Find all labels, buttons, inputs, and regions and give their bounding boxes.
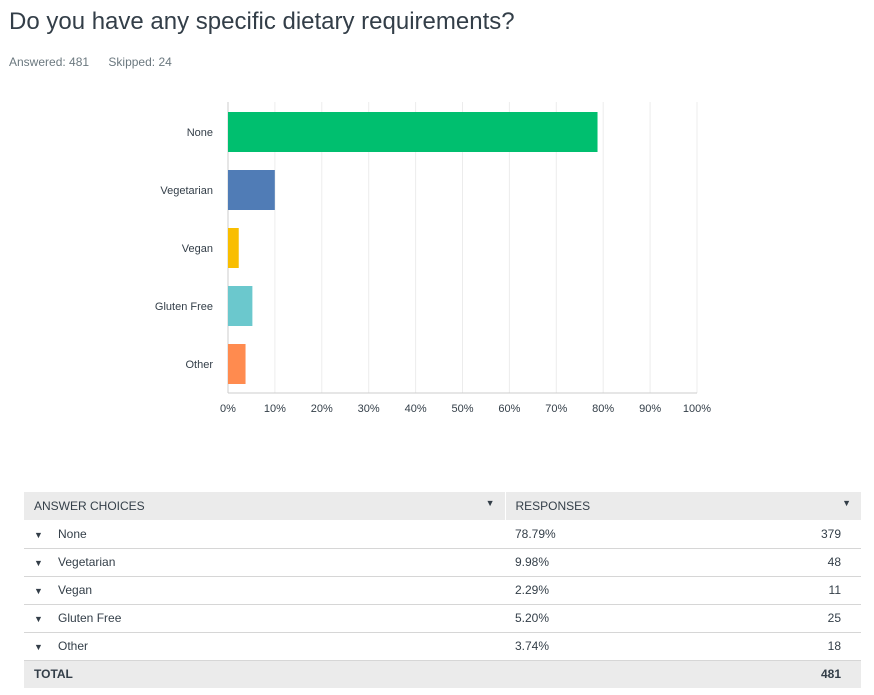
x-tick-label: 60% [498,403,520,415]
response-percent: 2.29% [515,583,550,597]
response-count: 48 [827,555,841,569]
answer-choices-header[interactable]: Answer Choices ▼ [24,492,505,520]
table-header-row: Answer Choices ▼ Responses ▼ [24,492,861,520]
answer-choices-header-label: Answer Choices [34,499,145,513]
answered-count: Answered: 481 [9,55,90,69]
response-count: 25 [827,611,841,625]
bar[interactable] [228,228,239,268]
bar[interactable] [228,286,253,326]
response-percent: 9.98% [515,555,550,569]
x-tick-label: 80% [592,403,614,415]
table-row: ▼ Vegan 2.29% 11 [24,576,861,604]
row-expand-caret-icon[interactable]: ▼ [34,529,43,540]
answer-choice-label: Gluten Free [58,611,122,625]
category-label: Other [185,359,213,371]
answer-choice-cell: ▼ Vegetarian [24,548,505,576]
category-label: Gluten Free [155,301,213,313]
answer-choice-label: None [58,526,87,541]
total-label: Total [34,667,73,682]
sort-caret-icon[interactable]: ▼ [485,498,495,508]
responses-table: Answer Choices ▼ Responses ▼ ▼ None 78.79%… [24,492,861,688]
x-tick-label: 100% [683,403,711,415]
category-label: None [187,127,213,139]
total-count: 481 [820,667,841,682]
bar-chart: None Vegetarian Vegan Gluten Free Other 0% 10%… [155,102,711,415]
responses-header[interactable]: Responses ▼ [504,492,861,520]
bar[interactable] [228,170,275,210]
answer-choice-label: Other [58,639,89,653]
response-count: 379 [820,526,841,541]
question-title: Do you have any specific dietary require… [9,8,515,35]
bar[interactable] [228,344,246,384]
total-row: Total 481 [24,660,861,688]
x-tick-label: 10% [264,403,286,415]
row-expand-caret-icon[interactable]: ▼ [34,586,43,596]
responses-header-label: Responses [515,499,591,513]
answer-choice-cell: ▼ None [24,520,505,548]
table-row: ▼ Vegetarian 9.98% 48 [24,548,861,576]
answer-choice-label: Vegetarian [58,555,116,569]
row-expand-caret-icon[interactable]: ▼ [34,642,43,652]
table-row: ▼ None 78.79% 379 [24,520,861,548]
answer-choice-cell: ▼ Gluten Free [24,604,505,632]
category-label: Vegetarian [160,185,213,197]
table-row: ▼ Other 3.74% 18 [24,632,861,660]
answer-choice-label: Vegan [58,583,93,597]
x-tick-label: 20% [311,403,333,415]
x-tick-label: 50% [451,403,473,415]
skipped-count: Skipped: 24 [108,55,172,69]
response-percent: 78.79% [515,526,556,541]
row-expand-caret-icon[interactable]: ▼ [34,558,43,568]
x-tick-label: 90% [639,403,661,415]
x-tick-label: 70% [545,403,567,415]
response-percent: 5.20% [515,611,550,625]
row-expand-caret-icon[interactable]: ▼ [34,614,43,624]
bar[interactable] [228,112,598,152]
x-tick-label: 0% [220,403,236,415]
x-tick-label: 40% [405,403,427,415]
category-label: Vegan [182,243,213,255]
sort-caret-icon[interactable]: ▼ [842,498,851,508]
answer-choice-cell: ▼ Other [24,632,505,660]
answer-choice-cell: ▼ Vegan [24,576,505,604]
response-count: 11 [828,583,841,597]
response-count: 18 [827,639,841,653]
x-tick-label: 30% [358,403,380,415]
response-stats: Answered: 481 Skipped: 24 [9,55,188,69]
response-percent: 3.74% [515,639,550,653]
table-row: ▼ Gluten Free 5.20% 25 [24,604,861,632]
